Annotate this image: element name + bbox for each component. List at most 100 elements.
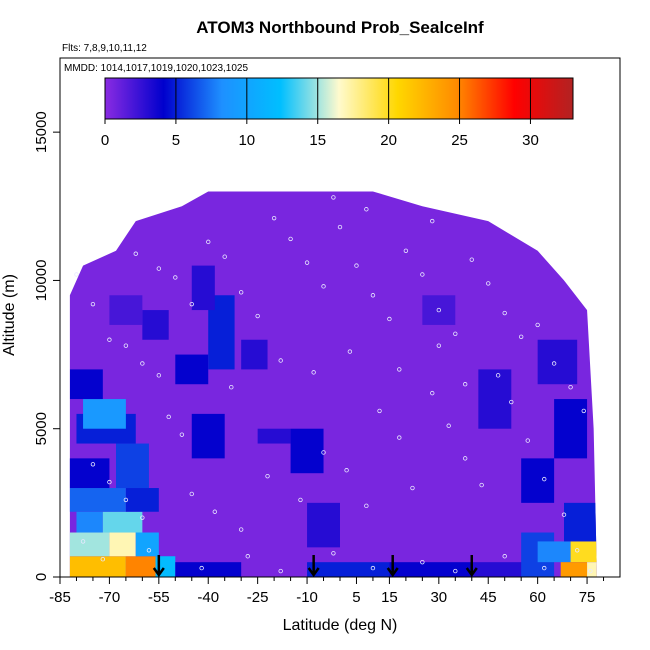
observation-point — [397, 367, 402, 372]
observation-point — [518, 334, 524, 339]
observation-point — [100, 557, 106, 562]
observation-point — [453, 331, 458, 337]
observation-point — [561, 512, 567, 517]
observation-point — [479, 482, 484, 488]
heatmap-cell — [191, 413, 225, 459]
observation-point — [166, 414, 171, 420]
observation-point — [462, 456, 468, 461]
observation-point — [436, 343, 442, 348]
heatmap-cells — [69, 265, 597, 577]
colorbar-ramp — [104, 77, 574, 120]
observation-point — [229, 384, 234, 390]
x-tick-label: -85 — [49, 589, 71, 606]
observation-point — [133, 251, 138, 256]
x-tick-label: -55 — [148, 589, 170, 606]
heatmap-cell — [135, 532, 159, 557]
observation-point — [80, 539, 86, 544]
colorbar-tick-label: 0 — [101, 132, 109, 149]
observation-point — [370, 293, 376, 298]
heatmap-cell — [554, 399, 588, 459]
observation-point — [222, 254, 227, 259]
observation-point — [469, 257, 474, 262]
flights-note: Flts: 7,8,9,10,11,12 — [62, 43, 147, 54]
observation-point — [74, 272, 79, 277]
observation-point — [542, 565, 547, 571]
heatmap-cell — [560, 562, 588, 577]
observation-point — [189, 491, 194, 497]
observation-point — [410, 485, 415, 491]
x-tick-label: 15 — [381, 589, 398, 606]
observation-point — [574, 548, 580, 553]
observation-point — [331, 551, 336, 556]
observation-point — [238, 527, 244, 532]
observation-point — [265, 473, 270, 479]
heatmap-cell — [564, 502, 597, 542]
observation-point — [206, 239, 211, 245]
flight-marker-arrow — [307, 555, 320, 578]
heatmap-cell — [142, 310, 169, 340]
observation-point — [462, 382, 468, 387]
y-tick-label: 15000 — [33, 111, 50, 153]
observation-point — [107, 479, 112, 485]
colorbar: 0 5 10 15 20 25 30 — [101, 77, 574, 149]
heatmap-cell — [175, 354, 209, 385]
observation-point — [146, 548, 152, 553]
observation-point — [581, 408, 586, 414]
observation-point — [156, 266, 162, 271]
observation-point — [453, 568, 458, 574]
heatmap-cell — [83, 399, 126, 429]
heatmap-cell — [69, 488, 126, 512]
heatmap-cell — [389, 562, 472, 577]
x-tick-label: -40 — [197, 589, 219, 606]
observation-point — [123, 343, 129, 348]
y-tick-label: 10000 — [33, 260, 50, 302]
observation-point — [331, 195, 336, 200]
observation-point — [551, 361, 557, 366]
observation-point — [486, 281, 491, 286]
observation-point — [156, 373, 162, 378]
observation-point — [90, 462, 96, 467]
colorbar-tick-label: 5 — [172, 132, 180, 149]
observation-point — [140, 515, 145, 520]
colorbar-tick-label: 30 — [522, 132, 539, 149]
observation-point — [509, 399, 514, 405]
observation-point — [568, 384, 573, 390]
observation-point — [140, 361, 145, 366]
observation-point — [495, 373, 501, 378]
observation-point — [370, 565, 376, 571]
heatmap-cell — [69, 556, 126, 577]
observation-point — [535, 322, 540, 328]
observation-point — [430, 390, 435, 396]
heatmap-cell — [69, 532, 110, 557]
y-tick-label: 0 — [33, 573, 50, 581]
heatmap-cell — [175, 562, 242, 577]
x-tick-label: 45 — [480, 589, 497, 606]
heatmap-cell — [125, 488, 159, 512]
observation-point — [212, 509, 218, 514]
observation-point — [179, 432, 185, 437]
dates-note: MMDD: 1014,1017,1019,1020,1023,1025 — [64, 63, 248, 74]
observation-point — [502, 310, 507, 316]
heatmap-cell — [478, 369, 512, 429]
observation-point — [337, 224, 343, 230]
observation-point — [436, 307, 442, 313]
y-tick-label: 5000 — [33, 412, 50, 445]
x-tick-label: 5 — [352, 589, 360, 606]
heatmap-cell — [191, 265, 215, 311]
observation-point — [387, 316, 392, 322]
observation-point — [502, 554, 507, 559]
heatmap-cell — [307, 562, 390, 577]
x-tick-label: 75 — [579, 589, 596, 606]
observation-point — [403, 248, 409, 253]
observation-point — [173, 275, 178, 280]
observation-point — [123, 497, 129, 503]
plot-area — [69, 191, 597, 577]
heatmap-cell — [241, 339, 268, 370]
observation-point — [304, 260, 310, 265]
observation-point — [245, 554, 250, 559]
colorbar-tick-label: 15 — [309, 132, 326, 149]
observation-point — [298, 497, 303, 503]
y-axis: 0 5000 10000 15000 — [33, 111, 60, 581]
observation-point — [377, 408, 382, 414]
heatmap-cell — [290, 428, 324, 474]
